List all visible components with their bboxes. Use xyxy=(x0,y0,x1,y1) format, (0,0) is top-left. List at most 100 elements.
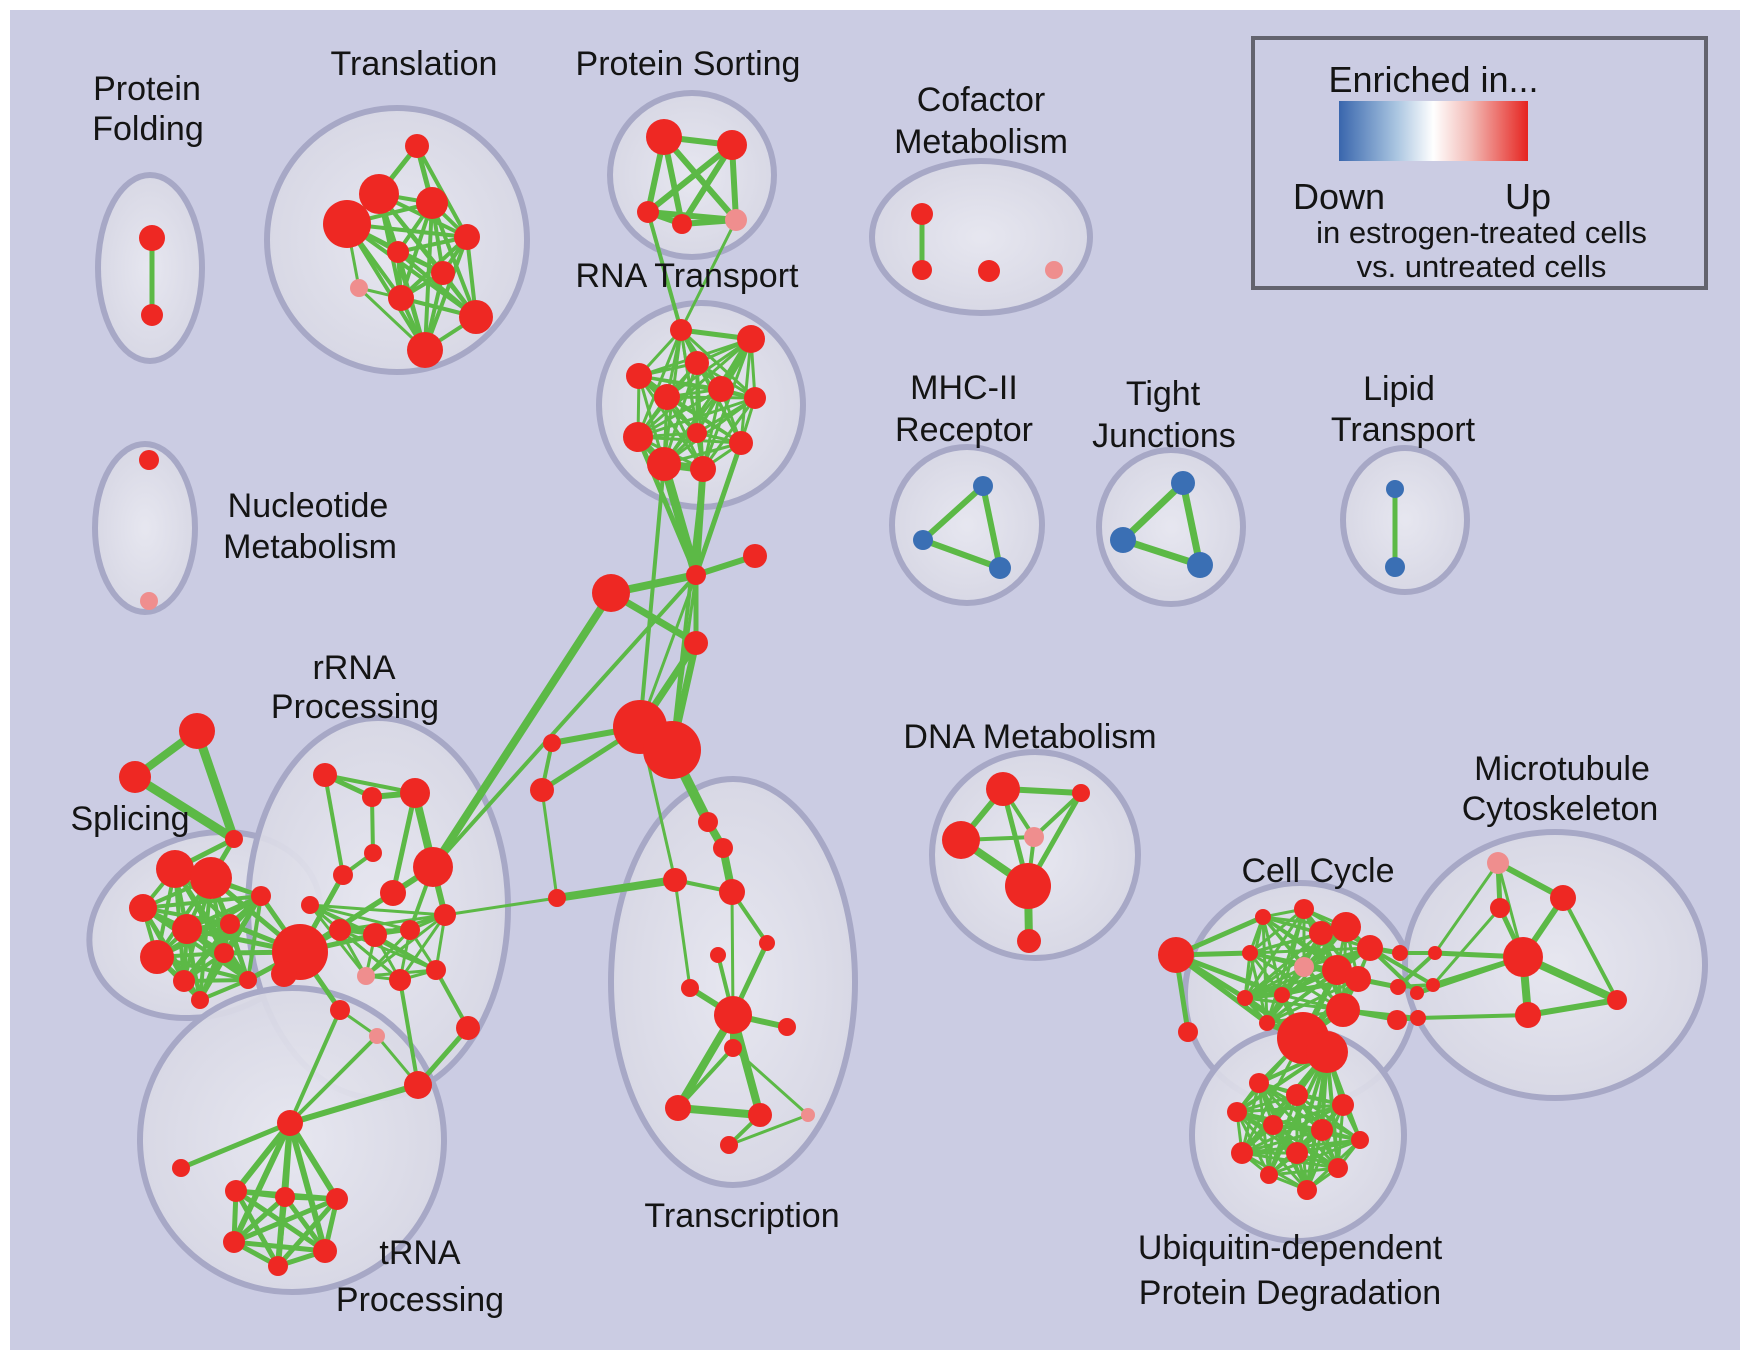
gene-set-node-j2 xyxy=(743,544,767,568)
gene-set-node-cf4 xyxy=(1045,261,1063,279)
gene-set-node-mt1 xyxy=(1550,885,1576,911)
gene-set-node-tnl xyxy=(172,1159,190,1177)
cluster-label: Junctions xyxy=(1092,417,1236,455)
cluster-label: Receptor xyxy=(895,411,1033,449)
gene-set-node-tr6 xyxy=(387,241,409,263)
gene-set-node-lp1 xyxy=(1386,480,1404,498)
cluster-ellipse-lipid-transport xyxy=(1340,445,1470,595)
edge xyxy=(1265,907,1306,1025)
gene-set-node-tn1 xyxy=(225,1180,247,1202)
cluster-ellipse-microtubule-cytoskeleton xyxy=(1402,829,1708,1101)
gene-set-node-sp3 xyxy=(129,894,157,922)
gene-set-node-tri1 xyxy=(179,713,215,749)
gene-set-node-tn2 xyxy=(275,1187,295,1207)
gene-set-node-tr8 xyxy=(350,279,368,297)
gene-set-node-rr15 xyxy=(456,1016,480,1040)
edge xyxy=(390,790,418,896)
gene-set-node-rrbig xyxy=(413,847,453,887)
gene-set-node-tc4 xyxy=(713,838,733,858)
gene-set-node-rt9 xyxy=(687,423,707,443)
gene-set-node-rr7 xyxy=(301,896,319,914)
edge xyxy=(288,1034,379,1125)
gene-set-node-dm2 xyxy=(942,821,980,859)
gene-set-node-cf2 xyxy=(912,260,932,280)
edge xyxy=(338,928,438,972)
gene-set-node-tj1 xyxy=(1171,471,1195,495)
gene-set-node-mtr xyxy=(1607,990,1627,1010)
gene-set-node-cf3 xyxy=(978,260,1000,282)
legend-up-label: Up xyxy=(1505,176,1551,217)
gene-set-node-nm1 xyxy=(139,450,159,470)
edge xyxy=(670,573,698,752)
cluster-ellipse-dna-metabolism xyxy=(929,749,1141,961)
cluster-label: Nucleotide xyxy=(228,487,389,525)
gene-set-node-dm5 xyxy=(1005,863,1051,909)
gene-set-node-tc12 xyxy=(778,1018,796,1036)
cluster-label: Protein Degradation xyxy=(1139,1274,1441,1312)
cluster-label: Splicing xyxy=(70,800,189,838)
gene-set-node-sp4 xyxy=(172,914,202,944)
legend-box xyxy=(1251,36,1708,290)
gene-set-node-sp1 xyxy=(156,850,194,888)
edge xyxy=(920,537,1003,571)
gene-set-node-ccg2 xyxy=(1306,1031,1348,1073)
gene-set-node-rt5 xyxy=(654,384,680,410)
legend-down-label: Down xyxy=(1293,176,1385,217)
gene-set-node-nm2 xyxy=(140,592,158,610)
edge xyxy=(364,928,412,978)
gene-set-node-rrp1 xyxy=(357,967,375,985)
edge xyxy=(1267,1050,1329,1177)
edge xyxy=(676,1046,735,1110)
edge xyxy=(646,210,683,332)
gene-set-node-tr10 xyxy=(459,300,493,334)
gene-set-node-ub6 xyxy=(1311,1119,1333,1141)
gene-set-node-tc8 xyxy=(759,935,775,951)
cluster-label: Translation xyxy=(331,45,498,83)
gene-set-node-rr3 xyxy=(400,778,430,808)
edge xyxy=(1119,479,1187,544)
gene-set-node-rr10 xyxy=(400,920,420,940)
gene-set-node-cc5 xyxy=(1294,899,1314,919)
gene-set-node-pf2 xyxy=(141,304,163,326)
gene-set-node-rt7 xyxy=(744,387,766,409)
gene-set-node-cc2 xyxy=(1237,990,1253,1006)
edge xyxy=(246,894,263,982)
edge xyxy=(345,222,427,352)
edge xyxy=(1173,952,1270,1026)
gene-set-node-cc16 xyxy=(1410,986,1424,1000)
edge xyxy=(693,440,744,578)
gene-set-node-dm6 xyxy=(1017,929,1041,953)
gene-set-node-tc17 xyxy=(720,1136,738,1154)
edge xyxy=(727,1113,810,1147)
edge xyxy=(662,396,757,466)
cluster-label: Processing xyxy=(271,688,439,726)
edge xyxy=(1240,1128,1324,1155)
edge xyxy=(665,395,757,400)
cluster-ellipse-cofactor-metabolism xyxy=(869,158,1093,316)
gene-set-node-rt1 xyxy=(670,319,692,341)
legend-gradient-bar xyxy=(1339,101,1528,161)
edge xyxy=(701,396,757,471)
gene-set-node-rr4 xyxy=(364,844,382,862)
gene-set-node-sp10 xyxy=(191,991,209,1009)
edge xyxy=(553,876,679,902)
gene-set-node-rrbr xyxy=(404,1071,432,1099)
gene-set-node-tn5 xyxy=(313,1239,337,1263)
gene-set-node-tc9 xyxy=(710,947,726,963)
gene-set-node-tr7 xyxy=(431,261,455,285)
edge xyxy=(398,978,420,1087)
gene-set-node-rt6 xyxy=(708,376,734,402)
gene-set-node-tc13 xyxy=(724,1039,742,1057)
gene-set-node-ps5 xyxy=(725,209,747,231)
gene-set-node-j1 xyxy=(686,565,706,585)
gene-set-node-rrhub2 xyxy=(271,961,297,987)
gene-set-node-ub9 xyxy=(1286,1142,1308,1164)
gene-set-node-sp9 xyxy=(214,943,234,963)
gene-set-node-rrp2 xyxy=(369,1028,385,1044)
edge xyxy=(323,773,417,795)
gene-set-node-tc7 xyxy=(719,879,745,905)
gene-set-node-tc6 xyxy=(548,889,566,907)
edge xyxy=(323,773,345,877)
node-layer xyxy=(119,119,1627,1276)
gene-set-node-mtbig xyxy=(1503,937,1543,977)
